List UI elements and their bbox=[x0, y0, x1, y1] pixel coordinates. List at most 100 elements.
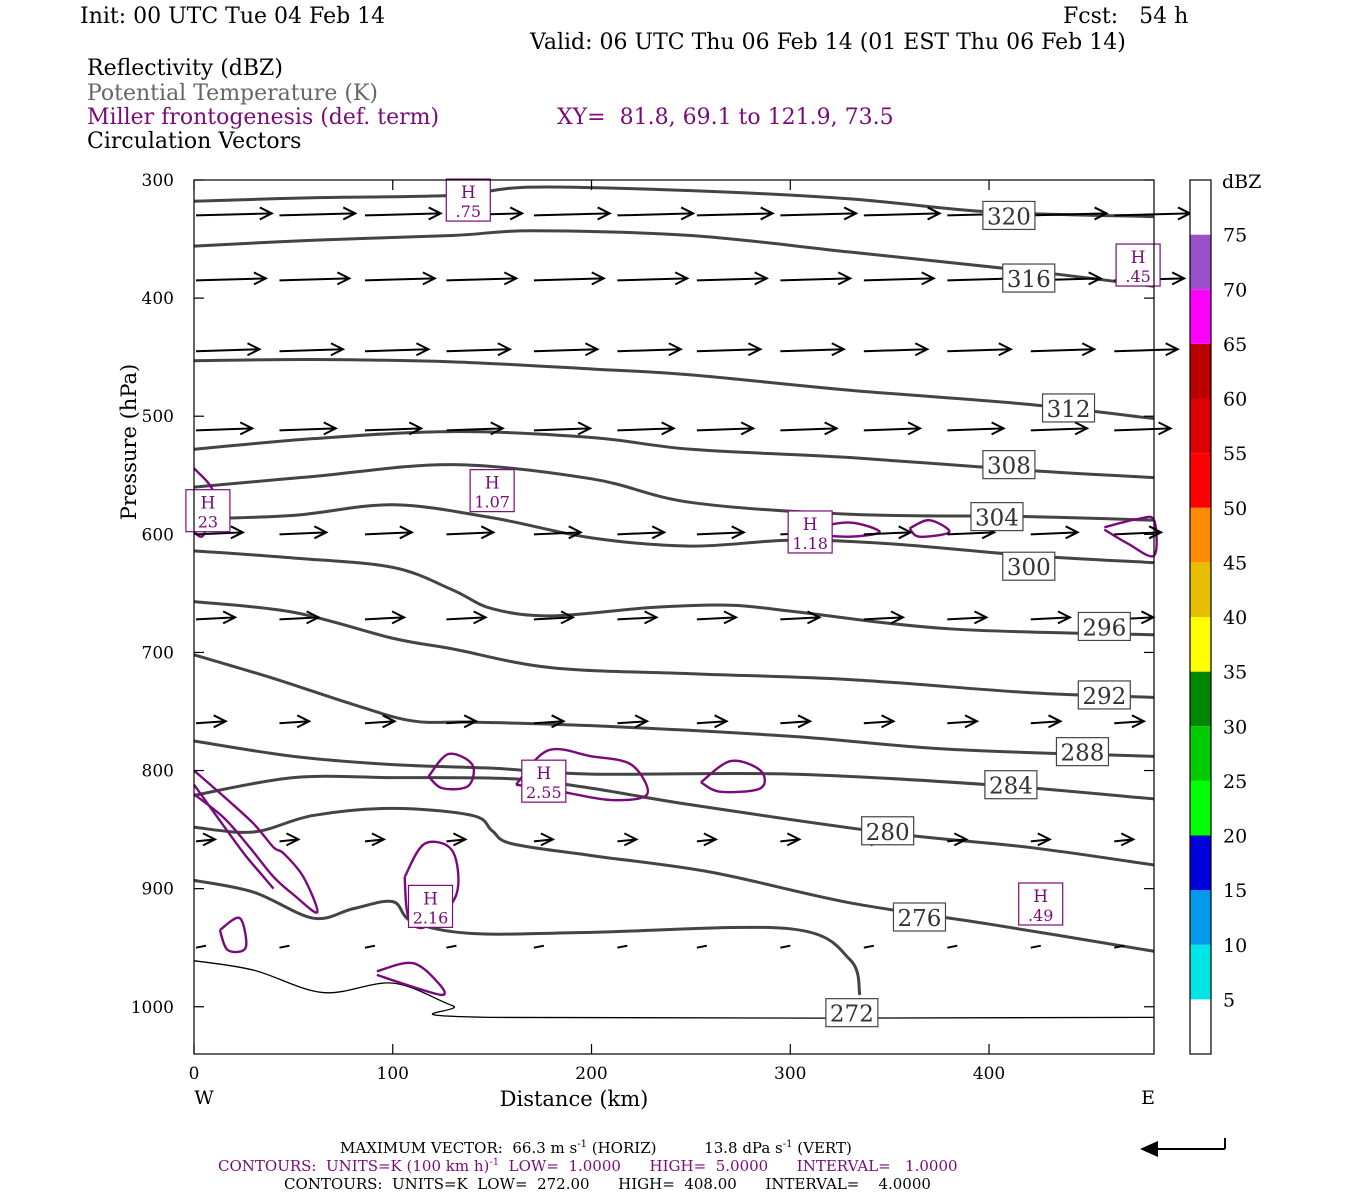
frontogenesis-high-value: 1.07 bbox=[474, 493, 510, 512]
circulation-vector-head bbox=[230, 525, 246, 540]
circulation-vector-head bbox=[222, 610, 238, 625]
circulation-vector-shaft bbox=[863, 944, 875, 949]
circulation-vector bbox=[863, 271, 936, 286]
circulation-vector-head bbox=[1148, 525, 1164, 540]
circulation-vector bbox=[617, 832, 639, 847]
circulation-vector-head bbox=[568, 525, 583, 540]
y-tick-label: 800 bbox=[142, 762, 174, 782]
circulation-vector-shaft bbox=[947, 348, 1011, 353]
theta-label-text: 304 bbox=[975, 506, 1019, 532]
circulation-vector-head bbox=[1074, 421, 1090, 436]
footer-max-vector: MAXIMUM VECTOR: 66.3 m s-1 (HORIZ) 13.8 … bbox=[340, 1139, 852, 1157]
circulation-vector-shaft bbox=[195, 944, 207, 949]
frontogenesis-high: H.75 bbox=[445, 178, 491, 222]
circulation-vector bbox=[533, 525, 583, 540]
circulation-vector-head bbox=[831, 342, 847, 357]
circulation-vector-shaft bbox=[446, 348, 510, 353]
circulation-vector-shaft bbox=[364, 944, 376, 949]
plot-frame bbox=[193, 179, 1155, 1055]
circulation-vector-head bbox=[807, 610, 822, 625]
field-frontogenesis: Miller frontogenesis (def. term) bbox=[87, 105, 440, 130]
circulation-vector-head bbox=[1081, 342, 1097, 357]
circulation-vector-head bbox=[898, 525, 913, 540]
circulation-vector-head bbox=[1088, 271, 1103, 286]
circulation-vector-shaft bbox=[279, 720, 310, 725]
colorbar-swatch bbox=[1190, 944, 1211, 1000]
x-axis-label: Distance (km) bbox=[500, 1087, 649, 1111]
colorbar-swatch bbox=[1190, 726, 1211, 781]
circulation-vector-shaft bbox=[947, 944, 958, 949]
frontogenesis-high-box bbox=[407, 884, 454, 928]
frontogenesis-high-letter: H bbox=[200, 494, 215, 514]
frontogenesis-contour bbox=[1103, 515, 1158, 558]
circulation-vector-head bbox=[1037, 832, 1053, 847]
circulation-vector-head bbox=[927, 206, 942, 221]
circulation-vector bbox=[617, 714, 650, 729]
colorbar-unit: dBZ bbox=[1222, 171, 1261, 193]
frontogenesis-high: H1.07 bbox=[469, 469, 515, 513]
circulation-vector-shaft bbox=[195, 720, 226, 725]
y-tick-label: 300 bbox=[142, 171, 174, 191]
circulation-vector bbox=[446, 421, 505, 436]
circulation-vector-head bbox=[399, 525, 415, 540]
circulation-vector bbox=[780, 610, 822, 625]
circulation-vector-shaft bbox=[195, 616, 236, 621]
valid-time: Valid: 06 UTC Thu 06 Feb 14 (01 EST Thu … bbox=[530, 30, 1126, 55]
theta-label-box bbox=[1055, 737, 1110, 767]
circulation-vector-head bbox=[623, 832, 639, 847]
frontogenesis-high: H2.16 bbox=[407, 884, 454, 928]
colorbar-level: 5 bbox=[1223, 989, 1235, 1011]
circulation-vector-head bbox=[907, 421, 923, 436]
y-tick-label: 400 bbox=[142, 289, 174, 309]
circulation-vector-head bbox=[247, 342, 262, 357]
x-tick-label: 200 bbox=[575, 1064, 607, 1084]
circulation-vector bbox=[279, 944, 290, 949]
colorbar-level: 50 bbox=[1223, 498, 1247, 520]
circulation-vector bbox=[780, 944, 791, 949]
circulation-vector-shaft bbox=[617, 427, 674, 432]
circulation-vector-head bbox=[473, 610, 488, 625]
circulation-vector-shaft bbox=[364, 838, 385, 843]
circulation-vector-shaft bbox=[617, 944, 628, 949]
circulation-vector-shaft bbox=[696, 427, 754, 432]
circulation-vector bbox=[617, 610, 659, 625]
circulation-vector-head bbox=[890, 610, 906, 625]
circulation-vector bbox=[364, 944, 376, 949]
circulation-vector-head bbox=[490, 421, 505, 436]
circulation-vector-shaft bbox=[279, 616, 319, 621]
circulation-vector-shaft bbox=[279, 277, 350, 282]
circulation-vector-head bbox=[422, 271, 438, 286]
theta-label: 292 bbox=[1077, 680, 1131, 710]
circulation-vector-head bbox=[497, 342, 513, 357]
circulation-vector bbox=[279, 271, 352, 286]
footer-fronto-contours: CONTOURS: UNITS=K (100 km h)-1 LOW= 1.00… bbox=[218, 1157, 958, 1175]
theta-label-box bbox=[892, 902, 947, 932]
circulation-vector-shaft bbox=[617, 616, 657, 621]
theta-label-box bbox=[861, 816, 915, 846]
circulation-vector-head bbox=[1120, 832, 1136, 847]
circulation-vector bbox=[1030, 206, 1109, 221]
theta-label: 272 bbox=[825, 998, 879, 1028]
circulation-vector bbox=[364, 832, 387, 847]
theta-label-text: 288 bbox=[1060, 741, 1104, 767]
circulation-vector-shaft bbox=[195, 348, 260, 353]
circulation-vector-head bbox=[668, 342, 684, 357]
circulation-vector bbox=[863, 342, 930, 357]
colorbar-swatch bbox=[1190, 507, 1211, 563]
circulation-vector bbox=[279, 714, 312, 729]
circulation-vector-shaft bbox=[195, 427, 253, 432]
circulation-vector bbox=[446, 610, 488, 625]
circulation-vector-shaft bbox=[863, 427, 921, 432]
circulation-vector-head bbox=[560, 610, 576, 625]
circulation-vector-shaft bbox=[279, 348, 343, 353]
circulation-vector bbox=[533, 271, 607, 286]
frontogenesis-high-letter: H bbox=[1131, 248, 1146, 268]
circulation-vector bbox=[863, 944, 875, 949]
circulation-vector-head bbox=[330, 342, 346, 357]
colorbar-level: 40 bbox=[1223, 607, 1247, 629]
circulation-vector-shaft bbox=[195, 277, 266, 282]
circulation-vector-head bbox=[1171, 271, 1187, 286]
theta-contour-296 bbox=[193, 549, 1155, 637]
circulation-vector bbox=[1030, 525, 1080, 540]
colorbar-level: 45 bbox=[1223, 552, 1247, 574]
